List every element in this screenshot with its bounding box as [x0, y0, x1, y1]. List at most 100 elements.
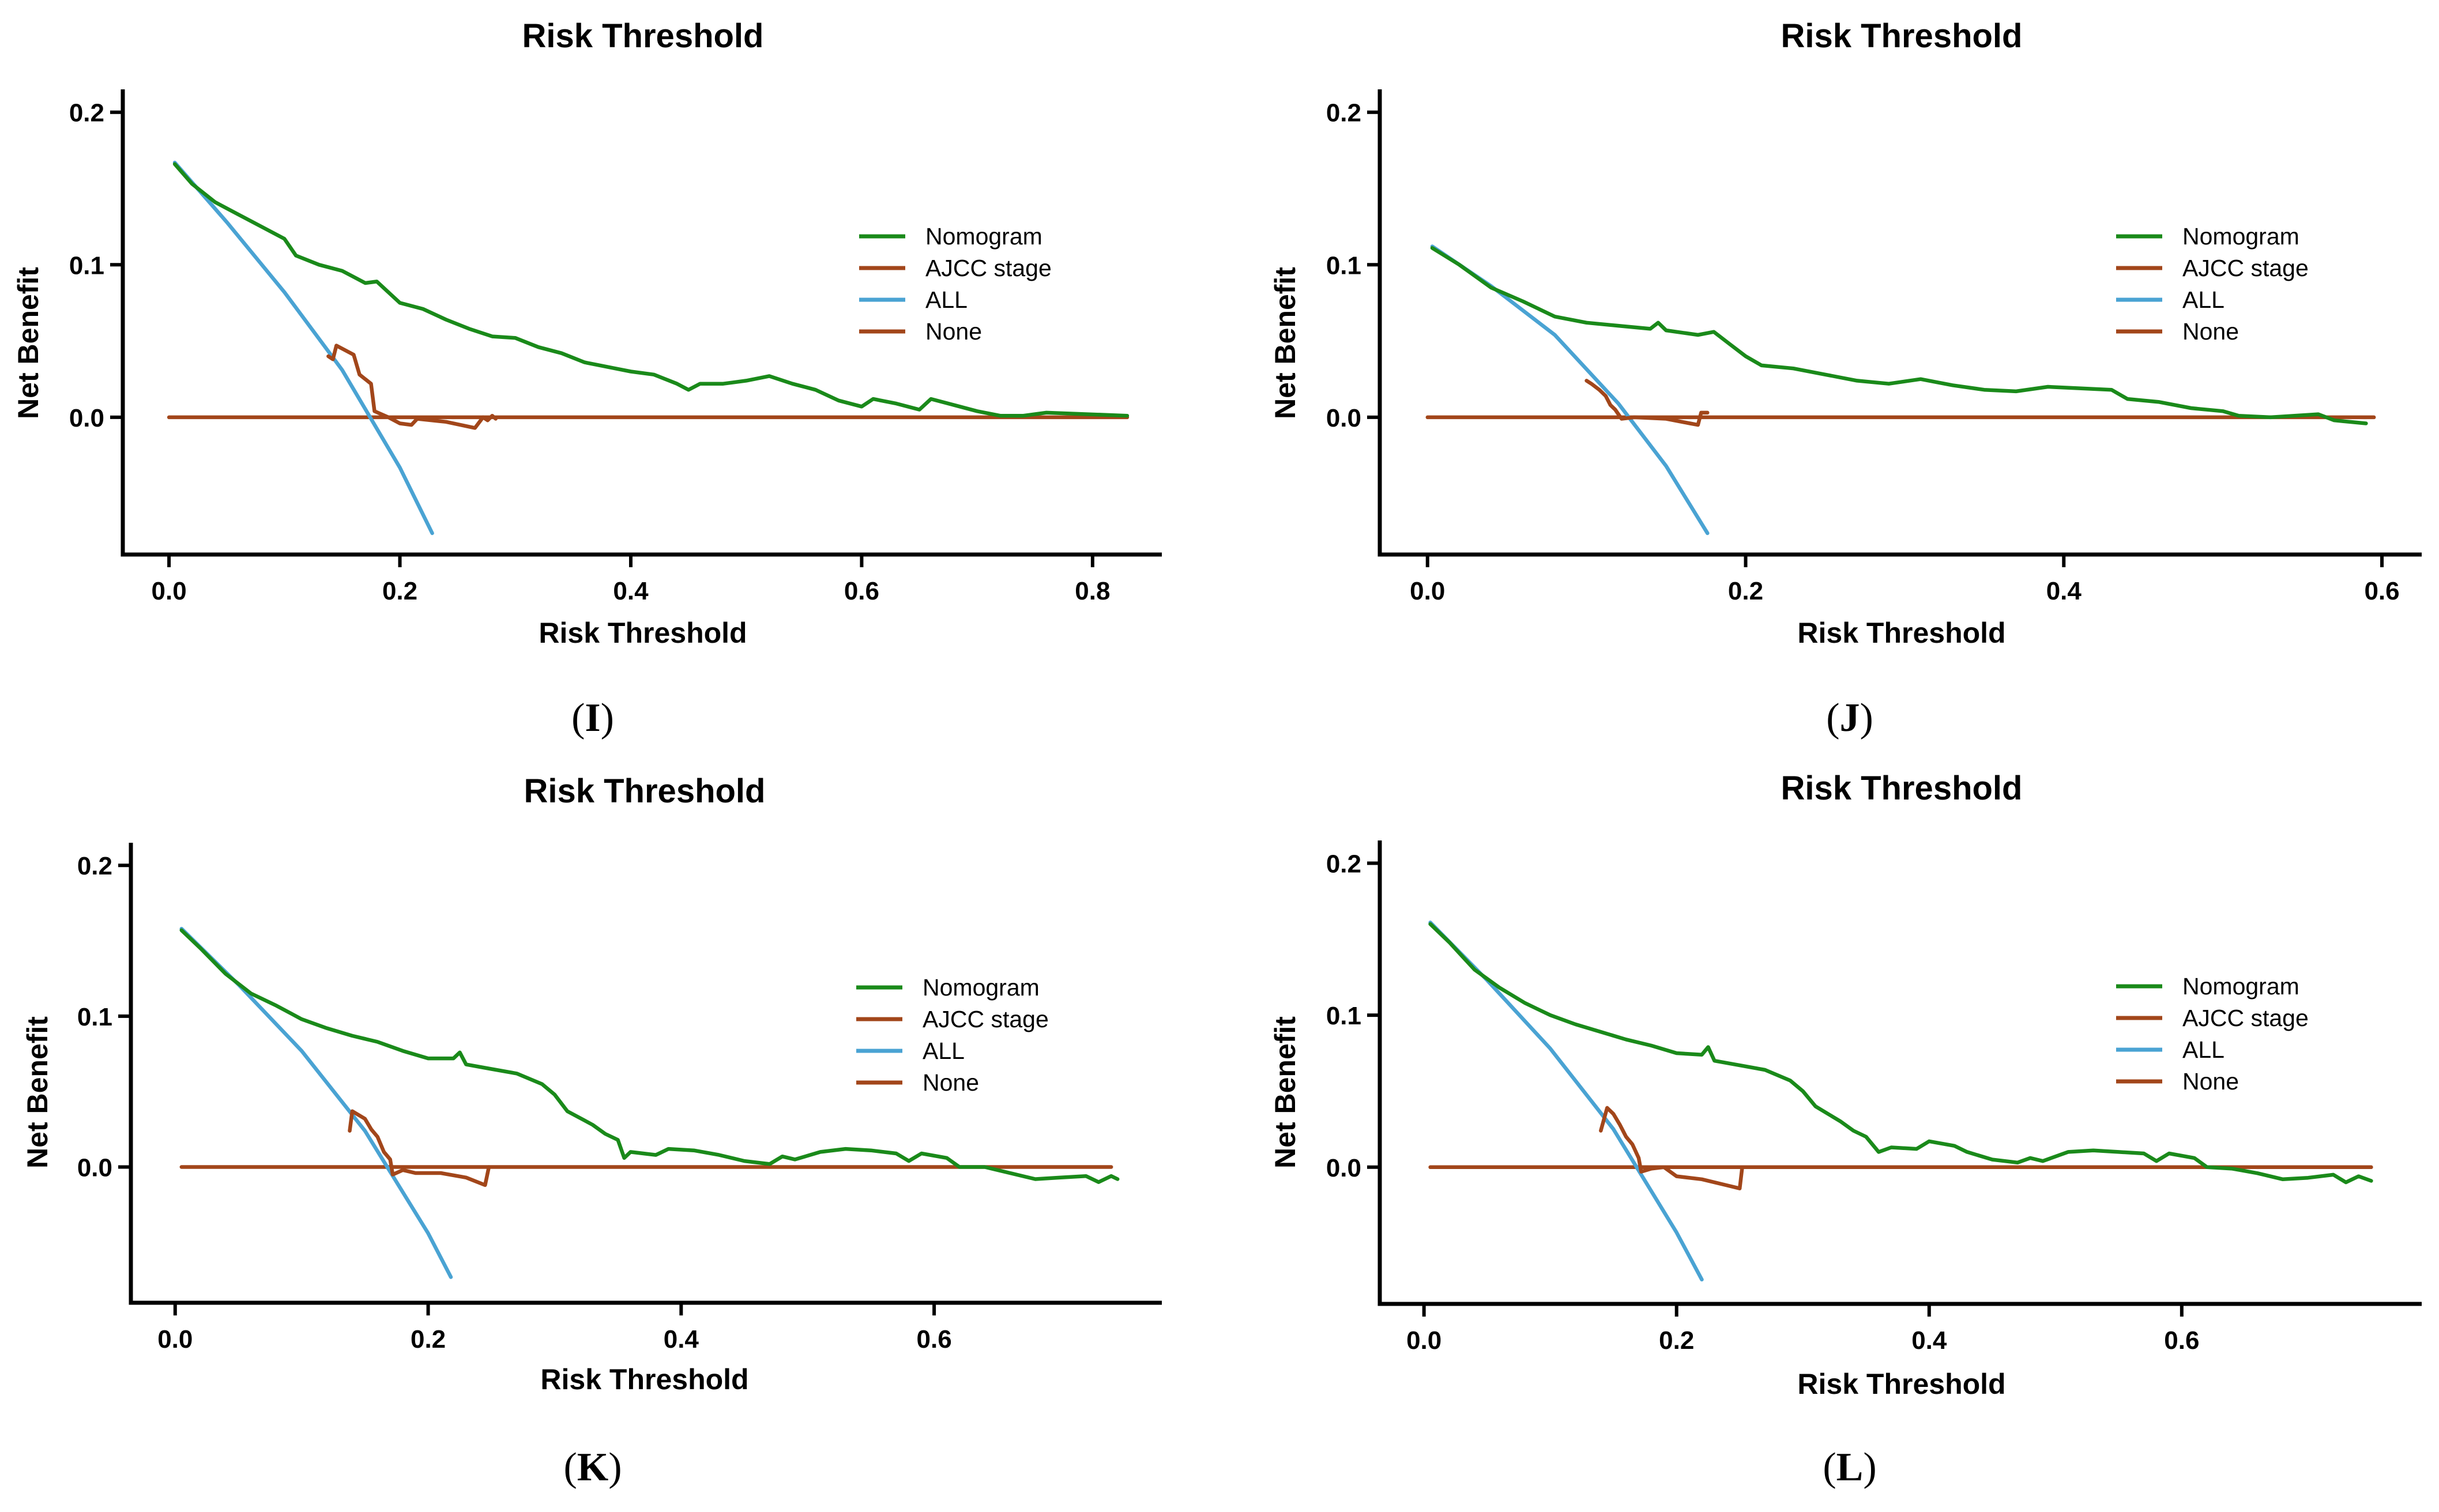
legend-label: None — [925, 318, 982, 345]
legend-label: ALL — [2182, 1036, 2225, 1063]
x-tick-label: 0.2 — [382, 577, 417, 605]
x-ticks: 0.0 0.2 0.4 0.6 — [157, 1303, 952, 1353]
y-ticks: 0.0 0.1 0.2 — [77, 852, 131, 1182]
x-ticks: 0.0 0.2 0.4 0.6 0.8 — [152, 555, 1110, 605]
legend-label: Nomogram — [923, 974, 1040, 1001]
y-tick-label: 0.2 — [69, 99, 104, 127]
axes — [1377, 89, 2422, 557]
panel-k: Risk Threshold Net Benefit Risk Threshol… — [21, 772, 1162, 1490]
x-tick-label: 0.0 — [1410, 577, 1445, 605]
y-tick-label: 0.0 — [77, 1154, 112, 1182]
x-tick-label: 0.6 — [917, 1325, 952, 1353]
series-group — [179, 926, 1120, 1279]
legend: Nomogram AJCC stage ALL None — [2116, 223, 2309, 345]
panel-i: Risk Threshold Net Benefit Risk Threshol… — [12, 17, 1162, 740]
panel-label: (L) — [1823, 1445, 1876, 1490]
series-line-ajcc-stage — [1599, 1106, 1748, 1190]
x-tick-label: 0.4 — [2046, 577, 2082, 605]
y-tick-label: 0.0 — [69, 404, 104, 432]
x-axis-label: Risk Threshold — [1797, 617, 2005, 649]
x-tick-label: 0.2 — [1659, 1326, 1694, 1355]
panel-l: Risk Threshold Net Benefit Risk Threshol… — [1269, 770, 2422, 1490]
y-tick-label: 0.1 — [69, 251, 104, 280]
chart-title: Risk Threshold — [1781, 770, 2023, 807]
y-tick-label: 0.1 — [1326, 251, 1361, 280]
series-group — [1428, 921, 2373, 1282]
legend-label: AJCC stage — [2182, 255, 2309, 281]
legend-label: None — [2182, 1068, 2239, 1095]
x-tick-label: 0.2 — [1728, 577, 1763, 605]
y-ticks: 0.0 0.1 0.2 — [1326, 850, 1380, 1182]
panel-label: (K) — [563, 1445, 622, 1490]
series-line-nomogram — [1430, 246, 2368, 425]
x-tick-label: 0.6 — [844, 577, 879, 605]
panel-letter: J — [1840, 696, 1860, 740]
panel-label: (J) — [1826, 696, 1873, 740]
axes — [121, 89, 1162, 557]
legend-label: AJCC stage — [923, 1006, 1049, 1032]
chart-title: Risk Threshold — [524, 772, 766, 810]
legend-label: Nomogram — [925, 223, 1042, 250]
y-axis-label: Net Benefit — [1269, 1016, 1301, 1168]
legend-label: None — [923, 1069, 979, 1096]
x-tick-label: 0.0 — [152, 577, 187, 605]
series-line-all — [179, 926, 453, 1279]
legend-label: None — [2182, 318, 2239, 345]
x-tick-label: 0.6 — [2164, 1326, 2199, 1355]
panel-letter: K — [577, 1445, 608, 1490]
x-tick-label: 0.4 — [613, 577, 649, 605]
panel-letter: I — [585, 696, 600, 740]
y-ticks: 0.0 0.1 0.2 — [69, 99, 123, 432]
legend: Nomogram AJCC stage ALL None — [2116, 973, 2309, 1095]
axes — [1377, 840, 2422, 1306]
x-axis-label: Risk Threshold — [539, 617, 747, 649]
y-ticks: 0.0 0.1 0.2 — [1326, 99, 1380, 432]
panel-j: Risk Threshold Net Benefit Risk Threshol… — [1269, 17, 2422, 740]
legend: Nomogram AJCC stage ALL None — [856, 974, 1049, 1096]
chart-title: Risk Threshold — [1781, 17, 2023, 55]
legend-label: AJCC stage — [925, 255, 1052, 281]
y-tick-label: 0.2 — [1326, 99, 1361, 127]
y-tick-label: 0.1 — [77, 1003, 112, 1031]
axes — [129, 843, 1162, 1305]
x-tick-label: 0.4 — [664, 1325, 699, 1353]
chart-title: Risk Threshold — [522, 17, 764, 55]
legend-label: Nomogram — [2182, 973, 2299, 1000]
x-tick-label: 0.0 — [1406, 1326, 1441, 1355]
series-line-ajcc-stage — [326, 344, 498, 430]
y-tick-label: 0.0 — [1326, 404, 1361, 432]
x-axis-label: Risk Threshold — [1797, 1368, 2005, 1400]
x-tick-label: 0.2 — [411, 1325, 446, 1353]
series-line-nomogram — [1428, 922, 2373, 1185]
y-tick-label: 0.1 — [1326, 1002, 1361, 1030]
series-line-ajcc-stage — [1584, 379, 1710, 427]
x-ticks: 0.0 0.2 0.4 0.6 — [1410, 555, 2400, 605]
x-tick-label: 0.8 — [1075, 577, 1110, 605]
y-tick-label: 0.0 — [1326, 1154, 1361, 1182]
legend-label: Nomogram — [2182, 223, 2299, 250]
x-tick-label: 0.6 — [2364, 577, 2399, 605]
legend-label: AJCC stage — [2182, 1005, 2309, 1031]
panel-letter: L — [1836, 1445, 1864, 1490]
series-group — [167, 160, 1130, 536]
y-axis-label: Net Benefit — [21, 1016, 54, 1168]
x-tick-label: 0.0 — [157, 1325, 193, 1353]
y-axis-label: Net Benefit — [12, 267, 44, 419]
series-line-nomogram — [172, 162, 1130, 418]
series-line-all — [1428, 921, 1704, 1282]
series-line-all — [172, 160, 434, 536]
series-group — [1425, 244, 2376, 536]
series-line-ajcc-stage — [348, 1109, 491, 1187]
series-line-all — [1430, 244, 1710, 536]
x-axis-label: Risk Threshold — [540, 1363, 748, 1396]
series-line-nomogram — [179, 928, 1120, 1184]
panel-label: (I) — [571, 696, 614, 740]
y-tick-label: 0.2 — [1326, 850, 1361, 878]
legend: Nomogram AJCC stage ALL None — [859, 223, 1052, 345]
legend-label: ALL — [2182, 286, 2225, 313]
legend-label: ALL — [925, 286, 968, 313]
y-axis-label: Net Benefit — [1269, 267, 1301, 419]
x-tick-label: 0.4 — [1911, 1326, 1947, 1355]
y-tick-label: 0.2 — [77, 852, 112, 880]
